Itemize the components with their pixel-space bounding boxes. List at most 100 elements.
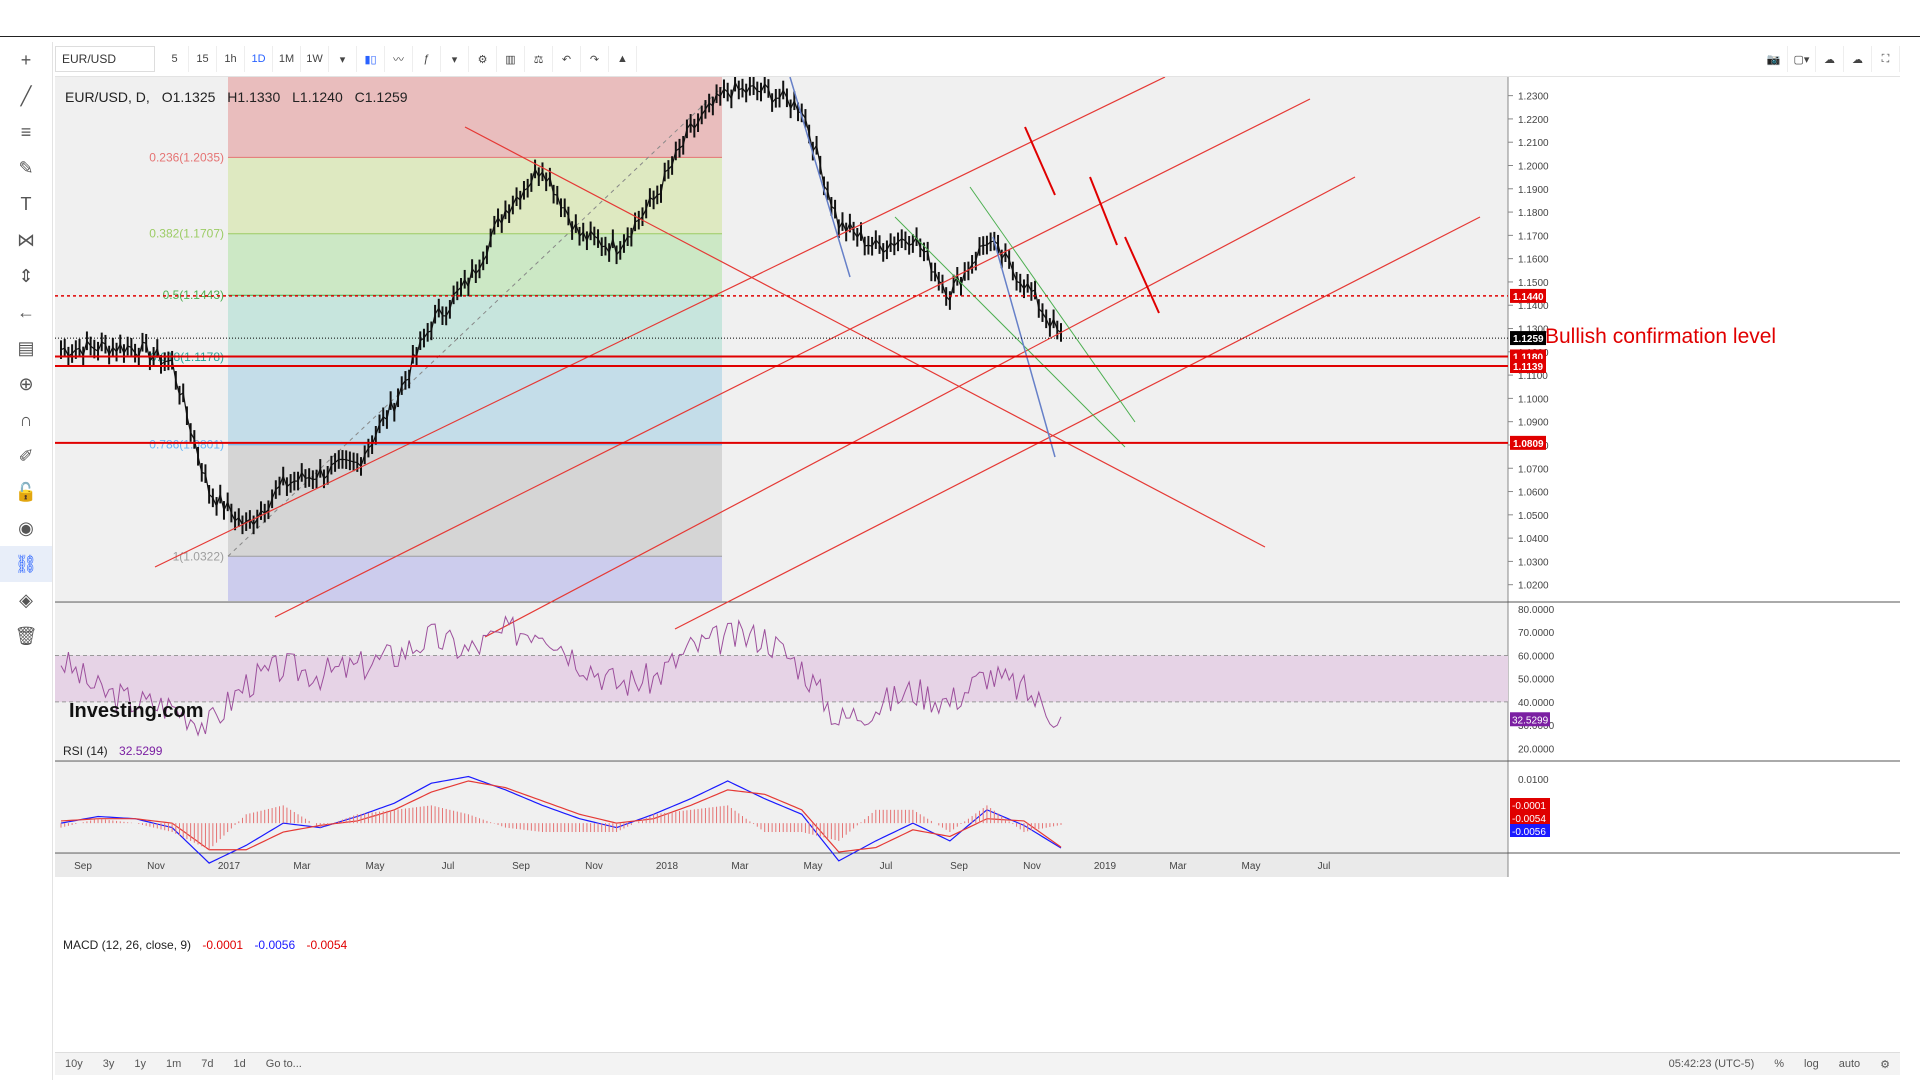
x-tick-label: Nov xyxy=(1023,861,1041,872)
candles-icon[interactable]: ▮▯ xyxy=(357,46,385,72)
y-tick-label: 1.0600 xyxy=(1518,488,1549,499)
settings-gear-icon[interactable]: ⚙ xyxy=(469,46,497,72)
y-tick-label: 1.1400 xyxy=(1518,301,1549,312)
interval-1d-button[interactable]: 1D xyxy=(245,46,273,72)
macd-legend-label: MACD (12, 26, close, 9) xyxy=(63,938,192,952)
x-tick-label: Sep xyxy=(950,861,968,872)
trendline-icon[interactable]: ╱ xyxy=(20,85,32,106)
range-7d[interactable]: 7d xyxy=(201,1058,214,1070)
symbol-input[interactable]: EUR/USD xyxy=(55,46,155,72)
layers-icon[interactable]: ◈ xyxy=(19,589,33,610)
magnet-icon[interactable]: ∩ xyxy=(19,409,33,430)
interval-15-button[interactable]: 15 xyxy=(189,46,217,72)
price-chart-svg[interactable]: 0.236(1.2035)0.382(1.1707)0.5(1.1443)0.6… xyxy=(55,72,1900,1052)
bullish-confirmation-annotation: Bullish confirmation level xyxy=(1545,325,1777,348)
horizontal-lines-icon[interactable]: ≡ xyxy=(20,121,32,142)
range-1m[interactable]: 1m xyxy=(166,1058,182,1070)
macd-legend-v2: -0.0056 xyxy=(254,938,296,952)
cloud-load-icon[interactable]: ☁ xyxy=(1816,46,1844,72)
time-axis-bg xyxy=(55,853,1508,877)
log-toggle[interactable]: log xyxy=(1804,1058,1819,1070)
scale-icon[interactable]: ⚖ xyxy=(525,46,553,72)
interval-1m-button[interactable]: 1M xyxy=(273,46,301,72)
pattern-icon[interactable]: ⋈ xyxy=(17,229,35,250)
link-icon[interactable]: ⛓ xyxy=(0,546,52,582)
fullscreen-icon[interactable]: ⛶ xyxy=(1872,46,1900,72)
zoom-icon[interactable]: ⊕ xyxy=(18,373,34,394)
range-1d[interactable]: 1d xyxy=(233,1058,246,1070)
macd-line xyxy=(60,775,1062,864)
rsi-line xyxy=(60,615,1062,737)
eye-icon[interactable]: ◉ xyxy=(18,517,34,538)
undo-icon[interactable]: ↶ xyxy=(553,46,581,72)
goto-link[interactable]: Go to... xyxy=(265,1058,302,1070)
legend-title: EUR/USD, D, xyxy=(65,89,150,105)
fib-zone xyxy=(228,77,722,158)
lock-drawing-icon[interactable]: ✐ xyxy=(18,445,34,466)
indicators-icon[interactable]: ƒ xyxy=(413,46,441,72)
y-tick-label: 1.1000 xyxy=(1518,394,1549,405)
forecast-icon[interactable]: ▤ xyxy=(17,337,35,358)
auto-toggle[interactable]: auto xyxy=(1838,1058,1861,1070)
back-arrow-icon[interactable]: ← xyxy=(17,301,35,322)
alert-icon[interactable]: ▲ xyxy=(609,46,637,72)
lock-icon[interactable]: 🔓 xyxy=(14,481,38,502)
text-icon[interactable]: T xyxy=(20,193,32,214)
redo-icon[interactable]: ↷ xyxy=(581,46,609,72)
macd-value-label-text: -0.0056 xyxy=(1512,827,1546,838)
macd-legend-v3: -0.0054 xyxy=(306,938,348,952)
range-1y[interactable]: 1y xyxy=(134,1058,146,1070)
y-tick-label: 1.0700 xyxy=(1518,464,1549,475)
blue-arrow-line xyxy=(789,76,851,278)
interval-5-button[interactable]: 5 xyxy=(161,46,189,72)
interval-1h-button[interactable]: 1h xyxy=(217,46,245,72)
macd-legend: MACD (12, 26, close, 9) -0.0001 -0.0056 … xyxy=(63,938,355,952)
x-tick-label: Nov xyxy=(147,861,165,872)
price-label-text: 1.0809 xyxy=(1513,439,1544,450)
y-tick-label: 1.0400 xyxy=(1518,534,1549,545)
red-trend-line xyxy=(154,76,1166,568)
watermark-logo: Investing.com xyxy=(69,700,204,722)
percent-toggle[interactable]: % xyxy=(1774,1058,1785,1070)
range-3y[interactable]: 3y xyxy=(102,1058,115,1070)
fib-level-label: 0.236(1.2035) xyxy=(149,150,224,164)
y-tick-label: 1.0900 xyxy=(1518,418,1549,429)
price-label-bg xyxy=(1510,359,1546,374)
macd-value-label-text: -0.0054 xyxy=(1512,814,1546,825)
interval-dropdown-icon[interactable]: ▾ xyxy=(329,46,357,72)
interval-1w-button[interactable]: 1W xyxy=(301,46,329,72)
drawing-tools-sidebar: + ╱ ≡ ✎ T ⋈ ⇕ ← ▤ ⊕ ∩ ✐ 🔓 ◉ ⛓ ◈ 🗑 xyxy=(0,42,53,1080)
rsi-y-tick-label: 60.0000 xyxy=(1518,651,1555,662)
rsi-y-tick-label: 40.0000 xyxy=(1518,698,1555,709)
x-tick-label: Jul xyxy=(1318,861,1331,872)
range-10y[interactable]: 10y xyxy=(65,1058,83,1070)
fib-zone xyxy=(228,356,722,445)
legend-low: L1.1240 xyxy=(292,89,343,105)
fib-zone xyxy=(228,157,722,234)
chart-type-dropdown-icon[interactable]: ▾ xyxy=(441,46,469,72)
rsi-value-label-text: 32.5299 xyxy=(1512,715,1549,726)
y-tick-label: 1.0500 xyxy=(1518,511,1549,522)
measure-icon[interactable]: ⇕ xyxy=(18,265,34,286)
crosshair-icon[interactable]: + xyxy=(20,49,32,70)
cloud-save-icon[interactable]: ☁ xyxy=(1844,46,1872,72)
chart-area[interactable]: 0.236(1.2035) 0.382(1.1707) 0.5(1.1443) 0.6… xyxy=(55,72,1900,1080)
bottom-range-bar: 10y 3y 1y 1m 7d 1d Go to... 05:42:23 (UT… xyxy=(55,1052,1900,1075)
scale-settings-gear-icon[interactable]: ⚙ xyxy=(1880,1058,1890,1071)
x-tick-label: Jul xyxy=(442,861,455,872)
rsi-y-tick-label: 80.0000 xyxy=(1518,605,1555,616)
y-tick-label: 1.2200 xyxy=(1518,115,1549,126)
layout-icon[interactable]: ▢▾ xyxy=(1788,46,1816,72)
brush-icon[interactable]: ✎ xyxy=(18,157,34,178)
fib-zone xyxy=(228,556,722,601)
price-label-text: 1.1180 xyxy=(1513,352,1543,363)
compare-icon[interactable]: 〰 xyxy=(385,46,413,72)
legend-open: O1.1325 xyxy=(161,89,216,105)
x-tick-label: May xyxy=(366,861,385,872)
macd-y-tick-label: 0.0100 xyxy=(1518,775,1549,786)
trash-icon[interactable]: 🗑 xyxy=(14,625,38,646)
bars-icon[interactable]: ▥ xyxy=(497,46,525,72)
y-tick-label: 1.2100 xyxy=(1518,138,1549,149)
red-trend-line xyxy=(674,216,1481,630)
camera-icon[interactable]: 📷 xyxy=(1760,46,1788,72)
